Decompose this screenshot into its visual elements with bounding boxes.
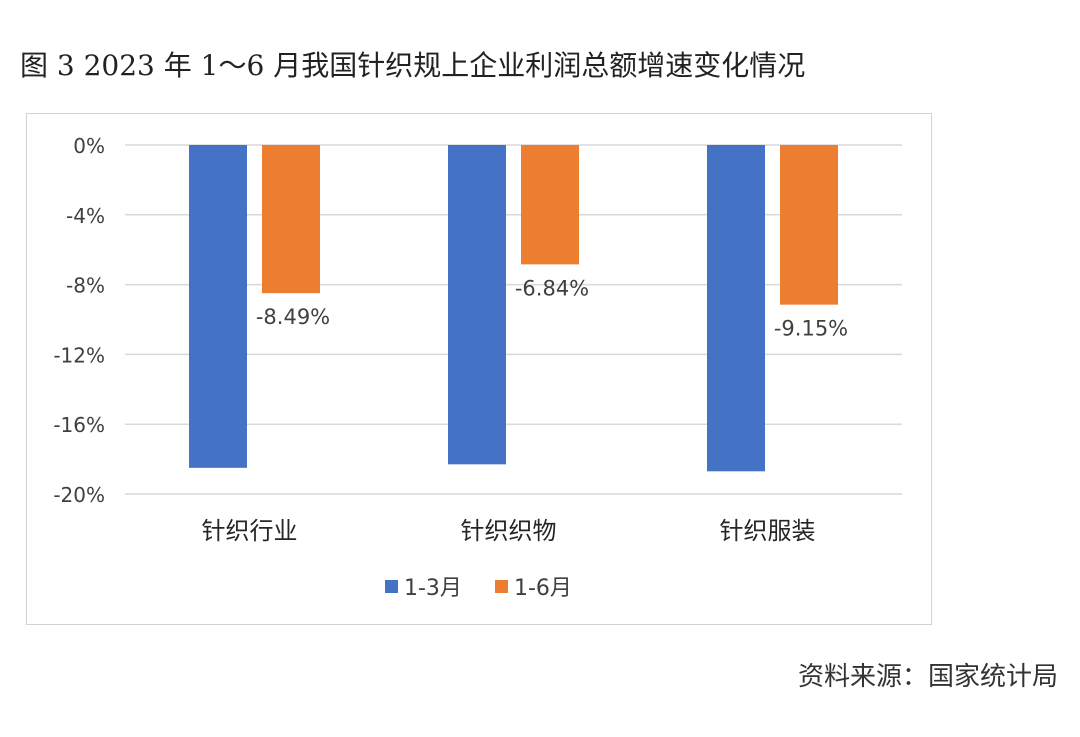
bar-q1 (707, 145, 765, 472)
legend-label: 1-3月 (404, 576, 462, 601)
data-label: -9.15% (774, 317, 848, 341)
bar-q1 (448, 145, 506, 465)
legend-swatch (495, 580, 508, 593)
y-tick-label: 0% (73, 134, 105, 158)
bar-h1 (521, 145, 579, 265)
y-tick-label: -8% (66, 274, 105, 298)
data-label: -8.49% (256, 305, 330, 329)
chart-area: 0% -4% -8% -12% -16% -20% -8.49% 针织行业 -6.84% 针织织物… (26, 113, 932, 625)
bar-chart: 0% -4% -8% -12% -16% -20% -8.49% 针织行业 -6.84% 针织织物… (53, 134, 902, 601)
bar-q1 (189, 145, 247, 468)
y-tick-label: -20% (53, 483, 105, 507)
legend-label: 1-6月 (514, 576, 572, 601)
legend-swatch (385, 580, 398, 593)
x-category-label: 针织行业 (202, 517, 298, 545)
y-tick-label: -4% (66, 204, 105, 228)
x-category-label: 针织服装 (720, 517, 816, 545)
bar-h1 (262, 145, 320, 294)
bar-h1 (780, 145, 838, 305)
y-tick-label: -16% (53, 413, 105, 437)
y-tick-label: -12% (53, 343, 105, 367)
x-category-label: 针织织物 (461, 517, 557, 545)
figure-title: 图 3 2023 年 1～6 月我国针织规上企业利润总额增速变化情况 (20, 49, 806, 82)
data-label: -6.84% (515, 276, 589, 300)
source-note: 资料来源：国家统计局 (797, 662, 1058, 692)
